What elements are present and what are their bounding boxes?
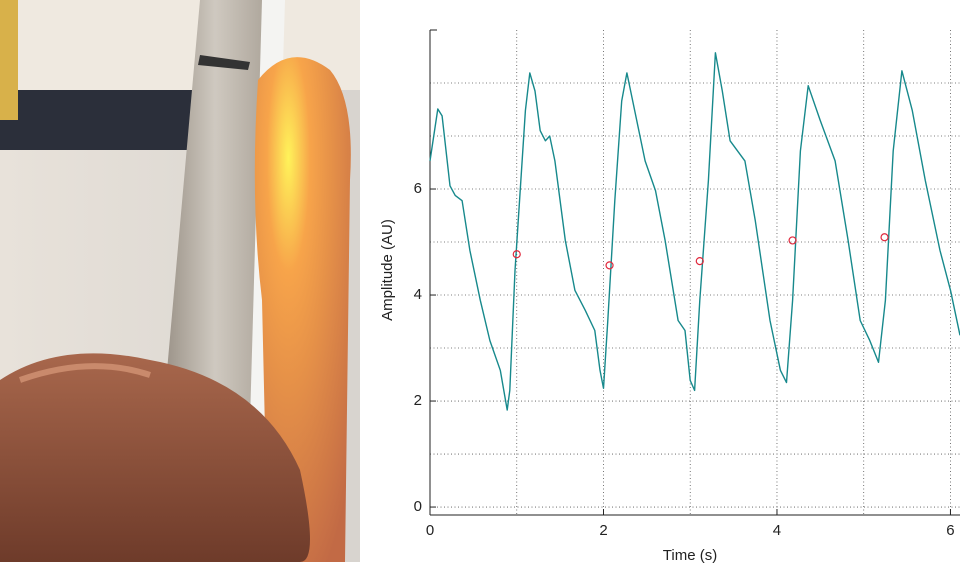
photo: [0, 0, 360, 562]
y-tick-label: 6: [414, 180, 422, 197]
peak-marker: [695, 257, 704, 266]
peak-marker: [880, 233, 889, 242]
dark-band: [0, 90, 200, 150]
thumb-highlight: [18, 363, 151, 383]
y-tick-label: 0: [414, 498, 422, 515]
yellow-edge: [0, 0, 18, 120]
x-tick-label: 4: [773, 522, 781, 539]
y-axis-label: Amplitude (AU): [379, 219, 396, 321]
peak-marker: [788, 236, 797, 245]
y-tick-label: 2: [414, 392, 422, 409]
phone-slot: [198, 55, 250, 70]
signal-line: [429, 52, 960, 411]
chart: Amplitude (AU) Time (s) 0 2 4 6 0 2 4 6: [379, 29, 960, 564]
x-tick-label: 0: [426, 522, 434, 539]
thumb: [0, 353, 310, 562]
x-axis-label: Time (s): [663, 547, 717, 564]
x-tick-label: 2: [599, 522, 607, 539]
peak-marker: [605, 261, 614, 270]
y-tick-label: 4: [414, 286, 422, 303]
peak-marker: [512, 250, 521, 259]
x-tick-label: 6: [946, 522, 954, 539]
